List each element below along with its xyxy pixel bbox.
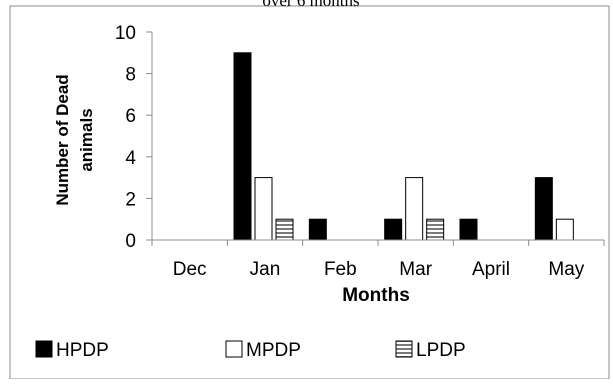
y-axis-label-line-1: Number of Dead bbox=[53, 74, 72, 205]
x-tick-label: Feb bbox=[324, 259, 357, 280]
bar-lpdp-mar bbox=[426, 218, 445, 241]
bar-lpdp-jan bbox=[275, 218, 294, 241]
x-axis-ticks: Dec Jan Feb Mar April May bbox=[151, 240, 605, 280]
legend-label-lpdp: LPDP bbox=[416, 340, 466, 361]
x-tick-label: May bbox=[548, 259, 584, 280]
bar-hpdp-april bbox=[459, 218, 478, 241]
bar-mpdp-mar bbox=[405, 177, 424, 241]
legend-swatch-mpdp bbox=[225, 340, 243, 358]
x-tick-label: April bbox=[472, 259, 510, 280]
y-axis-ticks: 0 2 4 6 8 10 bbox=[115, 23, 152, 252]
legend-label-hpdp: HPDP bbox=[56, 340, 109, 361]
bar-mpdp-jan bbox=[254, 177, 273, 241]
x-tick-label: Jan bbox=[250, 259, 281, 280]
y-axis-label: Number of Dead animals bbox=[53, 74, 96, 205]
legend-swatch-hpdp bbox=[35, 340, 53, 358]
y-tick-label: 6 bbox=[125, 106, 136, 127]
y-tick-label: 10 bbox=[115, 23, 136, 44]
bar-marks bbox=[233, 52, 574, 241]
bar-hpdp-feb bbox=[308, 218, 327, 241]
bar-mpdp-may bbox=[555, 218, 574, 241]
x-tick-label: Dec bbox=[173, 259, 207, 280]
bar-hpdp-may bbox=[534, 177, 553, 241]
chart-title: over 6 months bbox=[262, 0, 359, 10]
x-axis-label: Months bbox=[342, 285, 410, 306]
y-tick-label: 8 bbox=[125, 65, 136, 86]
y-tick-label: 2 bbox=[125, 189, 136, 210]
y-tick-label: 0 bbox=[125, 231, 136, 252]
legend-label-mpdp: MPDP bbox=[246, 340, 301, 361]
legend-swatch-lpdp bbox=[395, 340, 413, 358]
x-tick-label: Mar bbox=[399, 259, 432, 280]
y-axis-label-line-2: animals bbox=[77, 108, 96, 171]
bar-hpdp-mar bbox=[384, 218, 403, 241]
bar-hpdp-jan bbox=[233, 52, 252, 241]
legend: HPDP MPDP LPDP bbox=[35, 340, 466, 361]
y-tick-label: 4 bbox=[125, 148, 136, 169]
chart-frame bbox=[9, 5, 610, 380]
